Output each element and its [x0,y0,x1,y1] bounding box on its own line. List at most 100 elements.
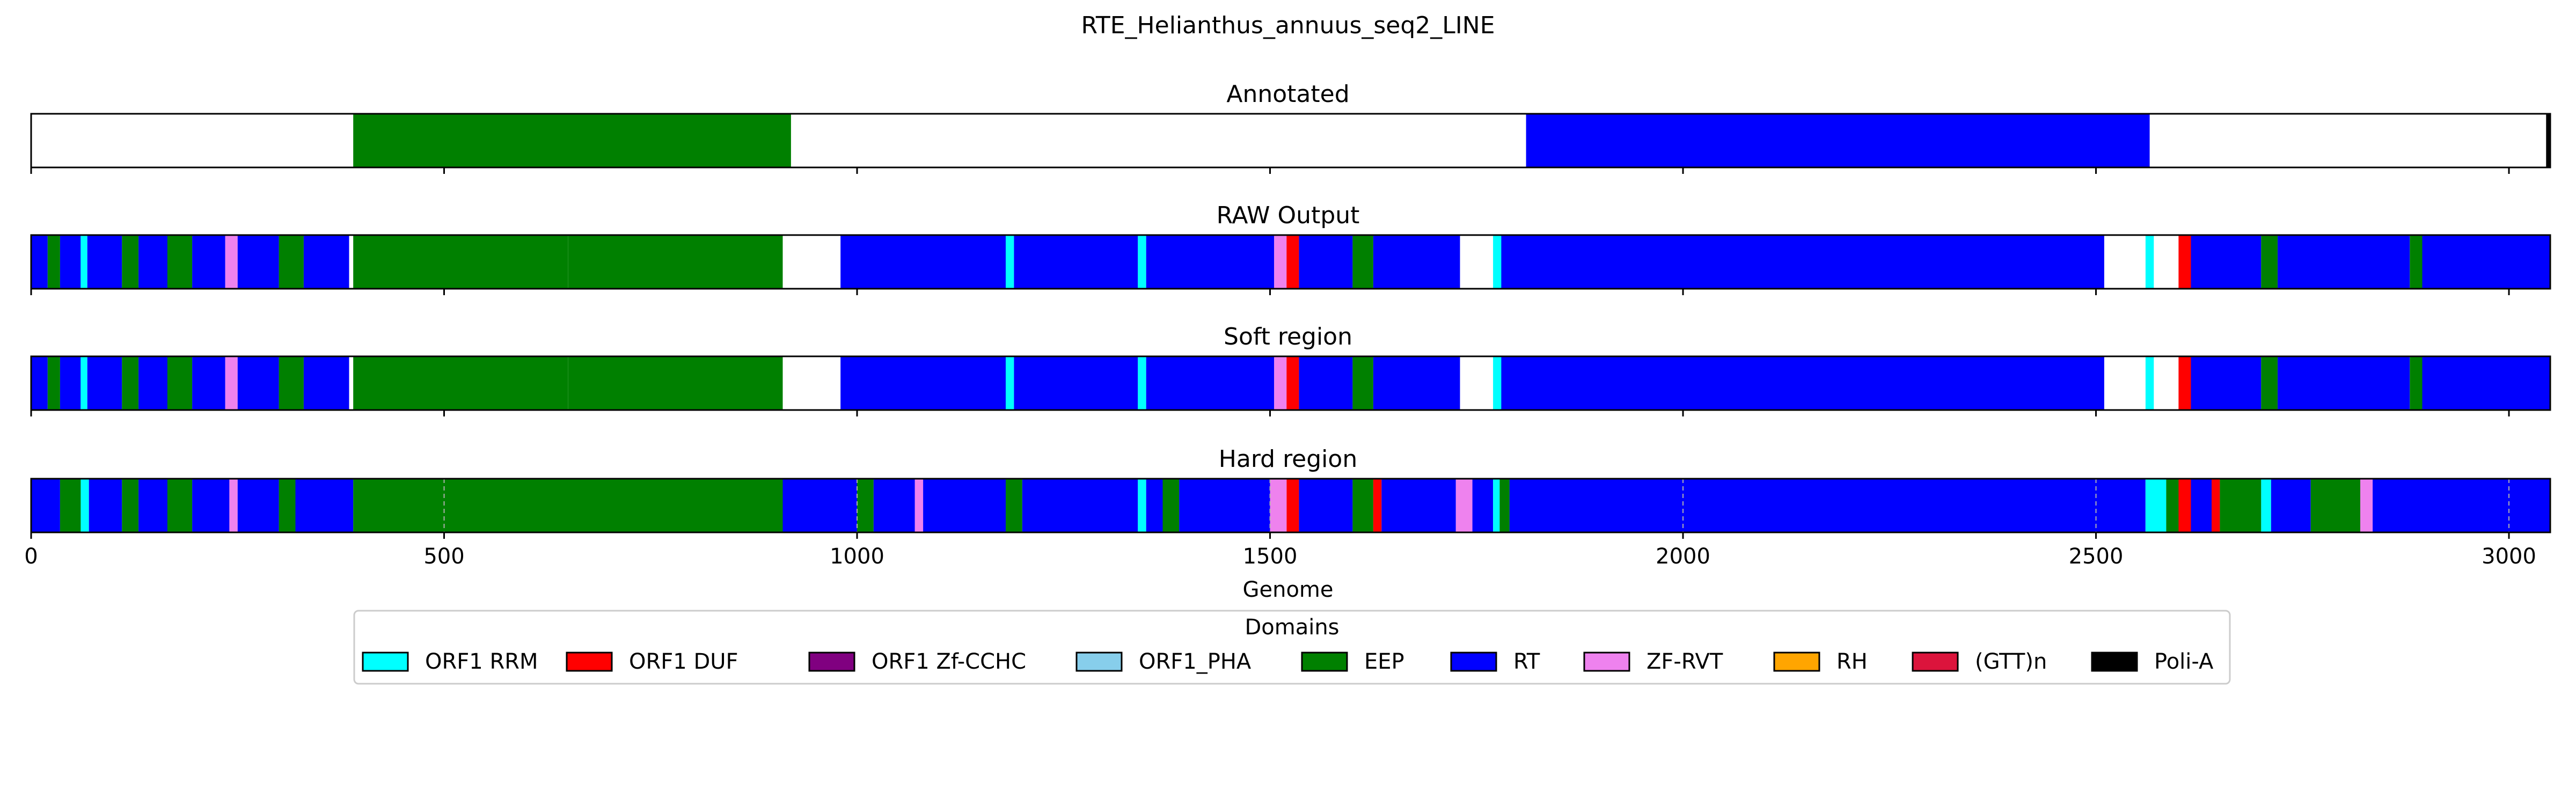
legend-label: ORF1 RRM [425,649,538,674]
chart-title: RTE_Helianthus_annuus_seq2_LINE [1081,12,1495,39]
legend-swatch [1773,652,1820,672]
track-title: Soft region [1224,323,1352,350]
legend-swatch [2091,652,2138,672]
legend-label: RH [1836,649,1868,674]
segment-orf1-rrm [2145,479,2167,532]
legend-entry-poli-a: Poli-A [2091,649,2214,674]
tick-label: 500 [423,544,464,569]
track-title: RAW Output [1217,202,1360,229]
segment-eep [47,235,60,289]
segment-rt [87,235,122,289]
segment-rt [31,356,48,410]
segment-eep [1162,479,1180,532]
segment-orf1-rrm [1493,235,1502,289]
tick-label: 3000 [2482,544,2536,569]
segment-eep [167,479,193,532]
segment-rt [873,479,915,532]
legend-swatch [1912,652,1959,672]
segment-rt [1373,356,1460,410]
legend-label: (GTT)n [1975,649,2047,674]
segment-orf1-rrm [80,235,87,289]
legend-title: Domains [1245,615,1339,640]
segment-rt [2271,479,2311,532]
segment-orf1-duf [2178,235,2191,289]
segment-orf1-duf [1286,356,1299,410]
tick-label: 2500 [2069,544,2124,569]
segment-rt [237,235,279,289]
segment-eep [122,479,139,532]
segment-rt [2278,356,2410,410]
segment-eep [353,235,568,289]
segment-rt [31,479,60,532]
segment-orf1-duf [1286,235,1299,289]
segment-poli-a [2546,114,2550,167]
segment-rt [1501,356,2104,410]
segment-orf1-rrm [80,479,89,532]
segment-rt [1014,356,1138,410]
segment-orf1-duf [1373,479,1382,532]
track-hard-region: Hard region [30,445,2551,539]
x-axis-label: Genome [1242,577,1333,602]
segment-rt [138,356,167,410]
segment-rt [138,479,167,532]
segment-eep [2166,479,2179,532]
segment-rt [923,479,1006,532]
segment-eep [47,356,60,410]
legend-label: RT [1513,649,1540,674]
segment-orf1-rrm [1006,235,1014,289]
legend-entry-orf1-pha: ORF1_PHA [1075,649,1252,674]
segment-rt [237,479,279,532]
legend-swatch [1075,652,1123,672]
segment-rt [1373,235,1460,289]
segment-orf1-rrm [2145,356,2154,410]
legend-label: ORF1 DUF [629,649,738,674]
segment-orf1-rrm [1493,356,1502,410]
segment-rt [2373,479,2550,532]
segment-eep [2410,356,2423,410]
legend-label: Poli-A [2154,649,2214,674]
segment-eep [2261,356,2278,410]
legend-entry-rt: RT [1450,649,1540,674]
segment-orf1-rrm [1138,235,1146,289]
segment-rt [303,356,349,410]
segment-eep [1352,356,1373,410]
legend-entry-orf1-rrm: ORF1 RRM [362,649,538,674]
segment-rt [89,479,122,532]
segment-rt [1299,235,1353,289]
legend-entry-gtt-n: (GTT)n [1912,649,2047,674]
segment-eep [568,356,783,410]
segment-eep [279,479,296,532]
segment-zf-rvt [2360,479,2373,532]
track-annotated: Annotated [30,80,2551,174]
segment-orf1-rrm [2145,235,2154,289]
legend-swatch [1301,652,1348,672]
segment-eep [353,479,783,532]
segment-rt [2191,235,2262,289]
segment-eep [122,235,139,289]
segment-zf-rvt [225,356,238,410]
segment-orf1-duf [1286,479,1299,532]
segment-rt [1022,479,1138,532]
tick-label: 0 [24,544,38,569]
segment-eep [353,114,791,167]
track-title: Annotated [1226,80,1349,108]
segment-rt [2422,235,2550,289]
segment-rt [1509,479,2146,532]
segment-orf1-duf [2178,479,2191,532]
segment-rt [1014,235,1138,289]
segment-rt [60,235,81,289]
legend-swatch [566,652,613,672]
segment-rt [2191,356,2262,410]
segment-eep [60,479,81,532]
track-soft-region: Soft region [30,323,2551,416]
segment-orf1-rrm [80,356,87,410]
segment-rt [138,235,167,289]
segment-orf1-duf [2178,356,2191,410]
tick-label: 2000 [1656,544,1710,569]
segment-rt [782,479,857,532]
segment-eep [857,479,874,532]
segment-rt [192,235,225,289]
segment-rt [192,356,225,410]
x-axis: 0 500 1000 1500 2000 2500 3000 [24,544,2536,569]
